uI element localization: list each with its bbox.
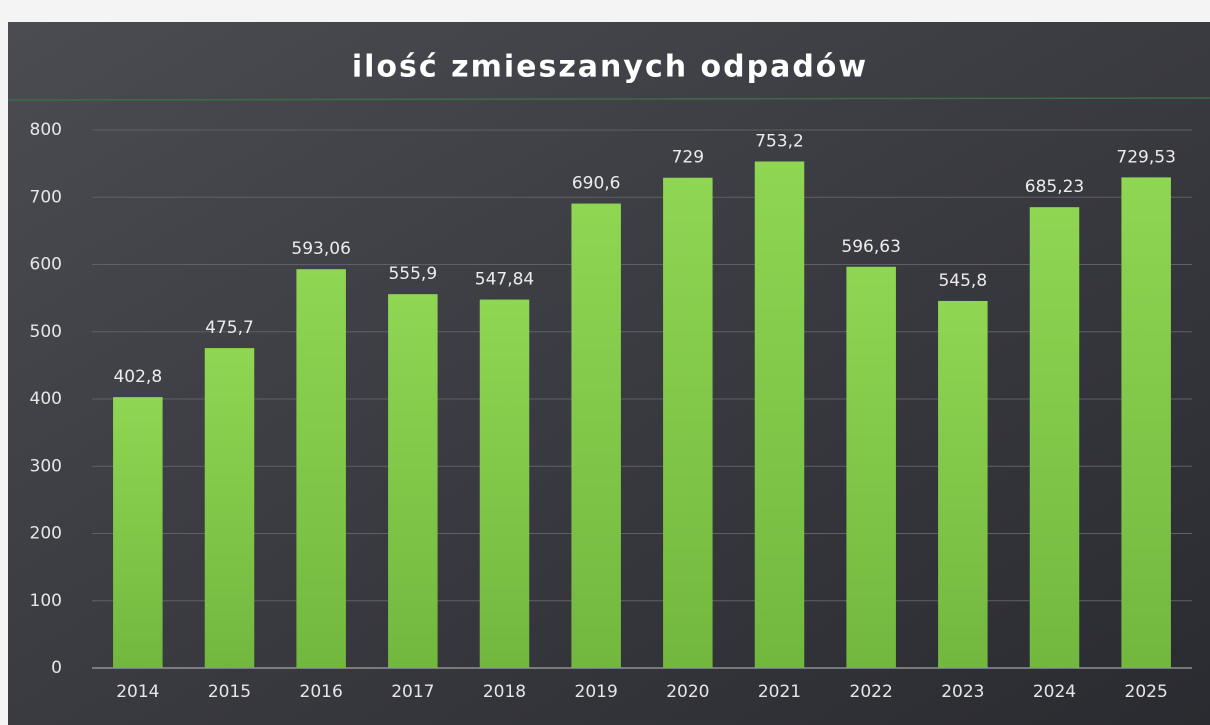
y-tick-label: 700 — [30, 187, 62, 207]
x-tick-label: 2018 — [483, 682, 526, 702]
y-tick-label: 200 — [30, 524, 62, 544]
value-label: 690,6 — [572, 174, 621, 194]
bar — [204, 348, 255, 668]
y-tick-label: 500 — [30, 322, 62, 342]
x-tick-label: 2021 — [758, 682, 801, 702]
x-tick-label: 2020 — [666, 682, 709, 702]
value-label: 685,23 — [1025, 177, 1084, 197]
y-tick-label: 800 — [30, 120, 62, 140]
y-tick-label: 0 — [51, 658, 62, 678]
value-label: 402,8 — [113, 367, 162, 387]
value-label: 547,84 — [475, 270, 534, 290]
x-tick-label: 2025 — [1125, 682, 1168, 702]
x-tick-label: 2015 — [208, 682, 251, 702]
bar — [1121, 177, 1171, 669]
bar — [663, 177, 713, 668]
y-tick-label: 600 — [30, 255, 62, 275]
value-label: 729 — [672, 148, 704, 168]
bar — [754, 161, 805, 668]
x-tick-label: 2023 — [941, 682, 984, 702]
x-tick-label: 2024 — [1033, 682, 1076, 702]
y-tick-label: 400 — [30, 389, 62, 409]
x-tick-label: 2014 — [116, 682, 159, 702]
value-label: 596,63 — [841, 237, 900, 257]
bar — [388, 294, 438, 668]
value-label: 555,9 — [388, 264, 437, 284]
value-label: 475,7 — [205, 318, 254, 338]
title-rule — [7, 97, 1210, 101]
bar — [1029, 207, 1080, 668]
chart-title: ilość zmieszanych odpadów — [352, 50, 868, 85]
bar — [113, 397, 163, 668]
bar — [938, 300, 988, 668]
y-tick-label: 300 — [30, 456, 62, 476]
x-tick-label: 2019 — [575, 682, 618, 702]
value-label: 753,2 — [755, 131, 804, 151]
x-tick-label: 2016 — [300, 682, 343, 702]
bar — [296, 269, 346, 668]
x-tick-label: 2022 — [850, 682, 893, 702]
value-label: 545,8 — [938, 271, 987, 291]
x-tick-label: 2017 — [391, 682, 434, 702]
bar — [571, 203, 621, 668]
bar — [846, 266, 896, 668]
value-label: 729,53 — [1116, 147, 1175, 167]
bar — [479, 299, 530, 668]
value-label: 593,06 — [291, 239, 350, 259]
y-tick-label: 100 — [30, 591, 62, 611]
